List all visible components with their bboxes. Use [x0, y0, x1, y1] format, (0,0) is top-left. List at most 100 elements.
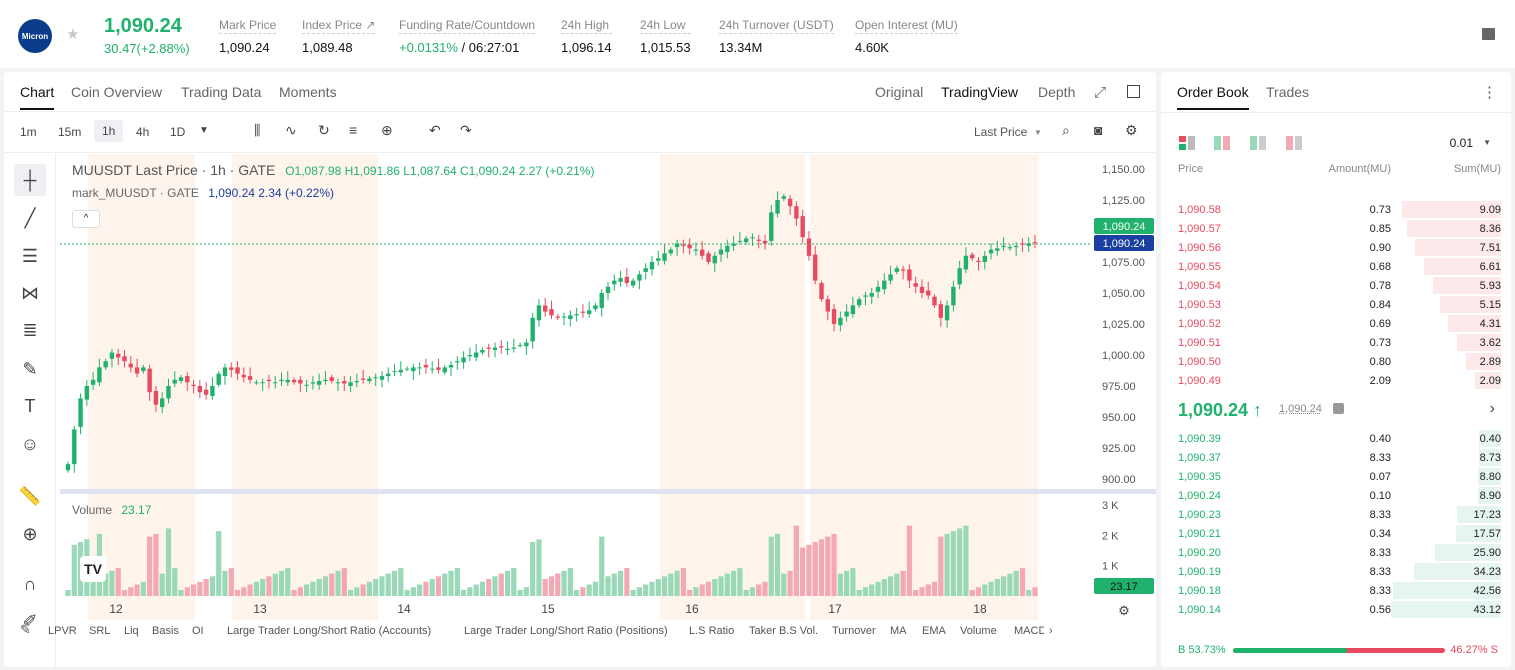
pattern-icon[interactable]: ⋈: [21, 282, 39, 303]
ruler-icon[interactable]: 📏: [18, 485, 42, 506]
indicator-ls-accounts[interactable]: Large Trader Long/Short Ratio (Accounts): [227, 625, 432, 637]
interval-1m[interactable]: 1m: [20, 125, 37, 139]
indicator-ema[interactable]: EMA: [922, 625, 946, 637]
emoji-icon[interactable]: ☺: [20, 433, 40, 454]
indicator-lpvr[interactable]: LPVR: [48, 625, 77, 637]
bid-row[interactable]: 1,090.18 8.33 42.56: [1161, 581, 1511, 600]
ask-row[interactable]: 1,090.52 0.69 4.31: [1161, 314, 1511, 333]
ask-row[interactable]: 1,090.54 0.78 5.93: [1161, 276, 1511, 295]
bid-row[interactable]: 1,090.24 0.10 8.90: [1161, 486, 1511, 505]
undo-icon[interactable]: ↶: [429, 122, 441, 138]
window-icon[interactable]: [1127, 85, 1140, 98]
view-original[interactable]: Original: [875, 84, 924, 100]
redo-icon[interactable]: ↷: [460, 122, 472, 138]
ask-row[interactable]: 1,090.50 0.80 2.89: [1161, 352, 1511, 371]
bid-row[interactable]: 1,090.21 0.34 17.57: [1161, 524, 1511, 543]
indicator-ma[interactable]: MA: [890, 625, 907, 637]
tab-trading-data[interactable]: Trading Data: [181, 84, 262, 100]
bid-row[interactable]: 1,090.39 0.40 0.40: [1161, 429, 1511, 448]
tab-chart[interactable]: Chart: [20, 84, 55, 110]
ask-row[interactable]: 1,090.53 0.84 5.15: [1161, 295, 1511, 314]
text-icon[interactable]: T: [24, 395, 36, 416]
candle-body: [172, 379, 177, 384]
scroll-right-icon[interactable]: ›: [1049, 625, 1053, 637]
add-indicator-icon[interactable]: ⊕: [381, 122, 393, 138]
view-both-icon[interactable]: [1179, 136, 1195, 150]
chevron-right-icon[interactable]: ›: [1489, 400, 1495, 417]
indicator-icon[interactable]: ∿: [285, 122, 297, 138]
chart-canvas[interactable]: 1,150.00 1,125.00 1,075.00 1,050.00 1,025.00…: [60, 154, 1156, 620]
refresh-icon[interactable]: ↻: [318, 122, 330, 138]
crosshair-icon[interactable]: ┼: [14, 164, 46, 196]
gear-icon[interactable]: ⚙: [1125, 122, 1138, 138]
indicator-taker-vol[interactable]: Taker B.S Vol.: [749, 625, 819, 637]
zoom-icon[interactable]: ⊕: [22, 523, 38, 544]
indicator-turnover[interactable]: Turnover: [832, 625, 876, 637]
collapse-legend-button[interactable]: ^: [72, 210, 100, 228]
brush-icon[interactable]: ✎: [22, 358, 38, 379]
more-icon[interactable]: ⋮: [1482, 84, 1497, 101]
bid-row[interactable]: 1,090.20 8.33 25.90: [1161, 543, 1511, 562]
view-tradingview[interactable]: TradingView: [941, 84, 1019, 100]
volume-bar: [806, 544, 812, 596]
view-depth[interactable]: Depth: [1038, 84, 1076, 100]
favorite-star-icon[interactable]: ★: [66, 26, 80, 43]
price-type-select[interactable]: Last Price: [974, 125, 1028, 139]
interval-1d[interactable]: 1D: [170, 125, 186, 139]
bid-row[interactable]: 1,090.19 8.33 34.23: [1161, 562, 1511, 581]
bid-row[interactable]: 1,090.14 0.56 43.12: [1161, 600, 1511, 619]
trendline-icon[interactable]: ╱: [24, 207, 36, 228]
row-amount: 0.73: [1369, 337, 1391, 349]
ask-row[interactable]: 1,090.49 2.09 2.09: [1161, 371, 1511, 390]
indicator-volume[interactable]: Volume: [960, 625, 997, 637]
tab-moments[interactable]: Moments: [279, 84, 337, 100]
hlines-icon[interactable]: ☰: [21, 245, 39, 266]
price-type-chevron-icon[interactable]: ▼: [1034, 128, 1042, 137]
view-split-icon[interactable]: [1214, 136, 1230, 150]
ask-row[interactable]: 1,090.51 0.73 3.62: [1161, 333, 1511, 352]
book-icon[interactable]: [1482, 28, 1495, 40]
bid-row[interactable]: 1,090.23 8.33 17.23: [1161, 505, 1511, 524]
precision-chevron-icon[interactable]: ▼: [1483, 138, 1491, 147]
interval-1h[interactable]: 1h: [94, 120, 124, 142]
tab-coin-overview[interactable]: Coin Overview: [71, 84, 163, 100]
indicator-liq[interactable]: Liq: [124, 625, 139, 637]
pencil-edit-icon[interactable]: ✎: [20, 622, 31, 637]
interval-15m[interactable]: 15m: [58, 125, 82, 139]
indicator-basis[interactable]: Basis: [152, 625, 179, 637]
bid-row[interactable]: 1,090.37 8.33 8.73: [1161, 448, 1511, 467]
pencil-icon[interactable]: ✐: [22, 610, 38, 631]
ask-row[interactable]: 1,090.55 0.68 6.61: [1161, 257, 1511, 276]
row-price: 1,090.39: [1178, 433, 1221, 445]
indicator-ls-ratio[interactable]: L.S Ratio: [689, 625, 735, 637]
tab-order-book[interactable]: Order Book: [1177, 84, 1249, 110]
indicator-srl[interactable]: SRL: [89, 625, 111, 637]
view-bids-icon[interactable]: [1250, 136, 1266, 150]
fib-icon[interactable]: ≣: [22, 319, 38, 340]
indicator-ls-positions[interactable]: Large Trader Long/Short Ratio (Positions…: [464, 625, 668, 637]
volume-bar: [655, 579, 661, 596]
ask-row[interactable]: 1,090.56 0.90 7.51: [1161, 238, 1511, 257]
interval-dropdown-icon[interactable]: ▼: [199, 125, 209, 136]
stat-value: 1,090.24: [219, 40, 270, 55]
bid-row[interactable]: 1,090.35 0.07 8.80: [1161, 467, 1511, 486]
price-chart[interactable]: 1,150.00 1,125.00 1,075.00 1,050.00 1,025.00…: [60, 154, 1156, 667]
tab-trades[interactable]: Trades: [1266, 84, 1310, 100]
precision-select[interactable]: 0.01: [1449, 136, 1473, 150]
volume-bar: [605, 576, 611, 596]
volume-bar: [391, 570, 398, 596]
interval-4h[interactable]: 4h: [136, 125, 150, 139]
volume-bar: [454, 568, 460, 596]
search-icon[interactable]: ⌕: [1062, 122, 1070, 138]
indicator-oi[interactable]: OI: [192, 625, 204, 637]
candle-type-icon[interactable]: ⫼: [254, 122, 261, 138]
ask-row[interactable]: 1,090.58 0.73 9.09: [1161, 200, 1511, 219]
camera-icon[interactable]: ◙: [1094, 122, 1103, 138]
expand-icon[interactable]: ⤢: [1094, 84, 1107, 101]
view-asks-icon[interactable]: [1286, 136, 1302, 150]
magnet-icon[interactable]: ∩: [23, 573, 37, 594]
stat-index-price[interactable]: Index Price ↗ 1,089.48: [302, 18, 376, 55]
settings-list-icon[interactable]: ≡: [349, 122, 358, 138]
indicator-macd[interactable]: MACD: [1014, 625, 1044, 637]
ask-row[interactable]: 1,090.57 0.85 8.36: [1161, 219, 1511, 238]
